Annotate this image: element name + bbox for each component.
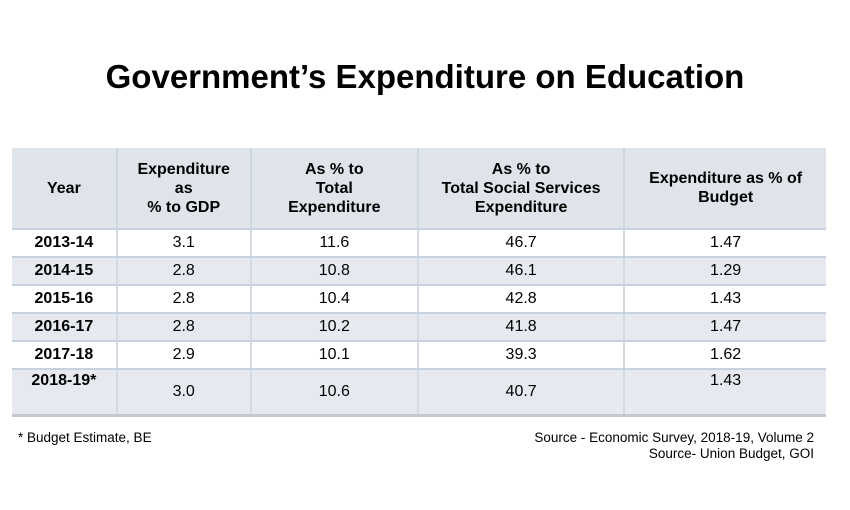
- value-cell: 10.6: [250, 369, 420, 417]
- column-header: As % to Total Social Services Expenditure: [418, 148, 626, 230]
- value-cell: 10.2: [250, 313, 420, 342]
- column-header-line: Total: [315, 179, 353, 197]
- value-cell: 41.8: [418, 313, 626, 342]
- value-cell: 42.8: [418, 285, 626, 314]
- education-expenditure-table: Year Expenditure as% to GDP As % to Total Exp…: [12, 148, 826, 417]
- year-cell: 2014-15: [12, 257, 118, 286]
- value-cell: 11.6: [250, 229, 420, 258]
- value-cell: 2.8: [116, 285, 252, 314]
- value-cell: 10.8: [250, 257, 420, 286]
- column-header-line: Expenditure: [474, 198, 568, 216]
- value-cell: 39.3: [418, 341, 626, 370]
- value-cell: 2.8: [116, 313, 252, 342]
- table-row: 2018-19* 3.0 10.6 40.7 1.43: [12, 369, 826, 417]
- table-row: 2014-15 2.8 10.8 46.1 1.29: [12, 257, 826, 286]
- value-cell: 3.1: [116, 229, 252, 258]
- value-cell: 1.47: [624, 229, 826, 258]
- table-row: 2016-17 2.8 10.2 41.8 1.47: [12, 313, 826, 342]
- value-cell: 1.43: [624, 369, 826, 417]
- value-cell: 3.0: [116, 369, 252, 417]
- value-cell: 10.1: [250, 341, 420, 370]
- footnote: * Budget Estimate, BE: [18, 430, 152, 445]
- column-header-line: As % to: [304, 160, 364, 178]
- value-cell: 40.7: [418, 369, 626, 417]
- column-header-line: Expenditure: [137, 160, 230, 178]
- page-title: Government’s Expenditure on Education: [105, 58, 745, 95]
- year-cell: 2015-16: [12, 285, 118, 314]
- column-header-line: Year: [46, 179, 81, 197]
- value-cell: 2.8: [116, 257, 252, 286]
- year-cell: 2018-19*: [12, 369, 118, 417]
- column-header-line: % to GDP: [147, 198, 221, 216]
- value-cell: 10.4: [250, 285, 420, 314]
- table-row: 2017-18 2.9 10.1 39.3 1.62: [12, 341, 826, 370]
- column-header: Expenditure as% to GDP: [116, 148, 252, 230]
- column-header: Year: [12, 148, 118, 230]
- column-header-line: Expenditure as % of: [649, 170, 803, 187]
- value-cell: 1.29: [624, 257, 826, 286]
- table-row: 2013-14 3.1 11.6 46.7 1.47: [12, 229, 826, 258]
- year-cell: 2017-18: [12, 341, 118, 370]
- value-cell: 46.7: [418, 229, 626, 258]
- source-line: Source- Union Budget, GOI: [648, 446, 814, 461]
- column-header-line: As % to: [491, 160, 551, 178]
- table-header-row: Year Expenditure as% to GDP As % to Total Exp…: [12, 148, 826, 230]
- value-cell: 1.43: [624, 285, 826, 314]
- sources: Source - Economic Survey, 2018-19, Volum…: [534, 430, 814, 462]
- column-header-line: Budget: [698, 189, 754, 206]
- value-cell: 2.9: [116, 341, 252, 370]
- year-cell: 2016-17: [12, 313, 118, 342]
- value-cell: 46.1: [418, 257, 626, 286]
- table-row: 2015-16 2.8 10.4 42.8 1.43: [12, 285, 826, 314]
- year-cell: 2013-14: [12, 229, 118, 258]
- column-header-line: as: [174, 179, 193, 197]
- column-header: As % to Total Expenditure: [250, 148, 420, 230]
- value-cell: 1.62: [624, 341, 826, 370]
- value-cell: 1.47: [624, 313, 826, 342]
- column-header: Expenditure as % of Budget: [624, 148, 826, 230]
- column-header-line: Expenditure: [288, 198, 381, 216]
- source-line: Source - Economic Survey, 2018-19, Volum…: [534, 430, 814, 445]
- column-header-line: Total Social Services: [441, 179, 601, 197]
